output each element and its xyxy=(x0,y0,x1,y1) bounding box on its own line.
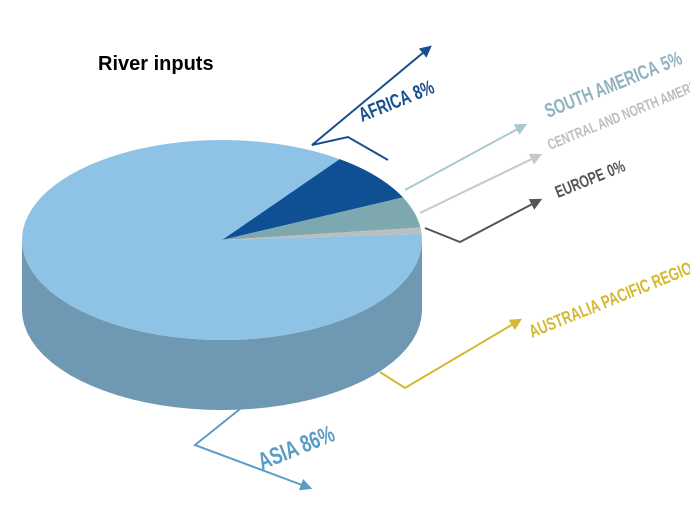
chart-title: River inputs xyxy=(98,53,214,75)
data-label: ASIA86% xyxy=(254,421,339,476)
pie xyxy=(22,140,422,410)
value-label: 8% xyxy=(410,75,438,104)
leader-line xyxy=(379,318,523,390)
leader-lines xyxy=(192,45,543,491)
value-label: 5% xyxy=(657,46,685,75)
category-label: EUROPE xyxy=(553,166,608,202)
slice xyxy=(222,197,421,240)
label-text: ASIA86% xyxy=(254,421,339,476)
leader-line xyxy=(311,45,432,161)
label-text: AFRICA8% xyxy=(355,75,438,126)
data-label: EUROPE0% xyxy=(553,158,628,203)
value-label: 86% xyxy=(297,421,339,459)
leader-line xyxy=(404,123,528,191)
category-label: ASIA xyxy=(254,435,302,475)
category-label: AUSTRALIA PACIFIC REGION xyxy=(526,255,690,342)
leader-line xyxy=(419,153,543,214)
leader-line xyxy=(192,404,313,491)
value-label: 0% xyxy=(605,158,628,182)
slice xyxy=(222,159,403,240)
data-label: AUSTRALIA PACIFIC REGION0% xyxy=(526,247,690,342)
label-text: EUROPE0% xyxy=(553,158,628,203)
slice xyxy=(22,140,422,340)
data-label: AFRICA8% xyxy=(355,75,438,126)
slice xyxy=(222,227,422,240)
label-text: AUSTRALIA PACIFIC REGION0% xyxy=(526,247,690,342)
leader-line xyxy=(424,198,543,244)
category-label: AFRICA xyxy=(355,84,414,126)
slice-side xyxy=(22,240,422,410)
